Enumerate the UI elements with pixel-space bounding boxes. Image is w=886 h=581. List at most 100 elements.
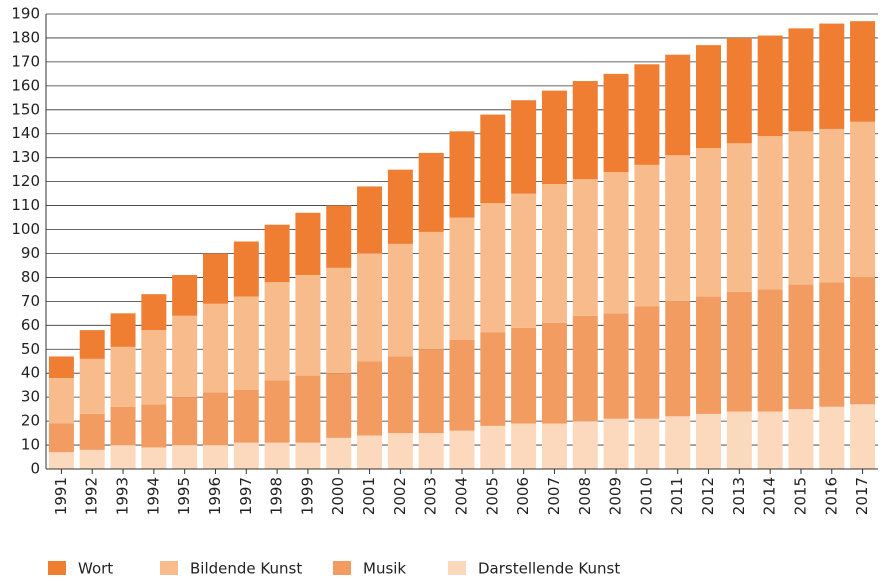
bar-segment: [295, 375, 321, 443]
bar-segment: [141, 330, 167, 405]
y-tick-label: 140: [11, 124, 40, 142]
bar-segment: [79, 413, 105, 450]
x-tick-label: 2009: [607, 477, 625, 515]
bar-segment: [665, 54, 691, 156]
bar-segment: [819, 406, 845, 469]
bar-segment: [264, 282, 290, 381]
bar-segment: [79, 449, 105, 469]
bar-segment: [480, 332, 506, 426]
x-tick-label: 2016: [822, 477, 840, 515]
bar-segment: [326, 205, 352, 268]
legend-label: Bildende Kunst: [190, 560, 302, 578]
bar-segment: [603, 418, 629, 469]
bar-segment: [418, 349, 444, 434]
bar-segment: [634, 64, 660, 165]
x-tick-label: 2010: [637, 477, 655, 515]
bar-segment: [850, 277, 876, 405]
legend-swatch: [160, 561, 178, 575]
y-tick-label: 130: [11, 148, 40, 166]
x-tick-label: 1998: [268, 477, 286, 515]
y-tick-label: 50: [21, 340, 40, 358]
y-tick-label: 70: [21, 292, 40, 310]
bar-segment: [449, 430, 475, 469]
bar-segment: [541, 322, 567, 424]
bar-segment: [79, 358, 105, 414]
bar-segment: [850, 21, 876, 122]
legend-swatch: [48, 561, 66, 575]
y-tick-label: 80: [21, 268, 40, 286]
bar-segment: [788, 131, 814, 285]
bar-segment: [202, 303, 228, 393]
bar-segment: [326, 437, 352, 469]
bar-segment: [449, 339, 475, 431]
bar-segment: [541, 90, 567, 185]
x-tick-label: 2014: [761, 477, 779, 515]
y-tick-label: 10: [21, 436, 40, 454]
bar-segment: [603, 313, 629, 419]
bar-segment: [48, 356, 74, 378]
bar-segment: [603, 172, 629, 314]
legend-swatch: [333, 561, 351, 575]
bar-segment: [726, 411, 752, 469]
bar-segment: [480, 114, 506, 204]
bar-segment: [264, 442, 290, 469]
x-tick-label: 2011: [668, 477, 686, 515]
bar-segment: [757, 289, 783, 412]
y-tick-label: 150: [11, 100, 40, 118]
bar-segment: [511, 100, 537, 194]
bar-segment: [357, 361, 383, 436]
y-tick-label: 0: [30, 460, 40, 478]
legend-label: Darstellende Kunst: [478, 560, 620, 578]
bar-segment: [295, 212, 321, 276]
bar-segment: [357, 186, 383, 254]
bar-segment: [233, 296, 259, 390]
bar-segment: [726, 37, 752, 144]
bar-segment: [541, 184, 567, 323]
bar-segment: [757, 35, 783, 137]
bar-segment: [696, 413, 722, 469]
bar-segment: [110, 445, 136, 469]
x-tick-label: 2001: [360, 477, 378, 515]
bar-segment: [788, 284, 814, 410]
bar-segment: [665, 155, 691, 302]
bar-segment: [819, 128, 845, 283]
bar-segment: [172, 397, 198, 446]
bar-segment: [141, 294, 167, 331]
bar-segment: [541, 423, 567, 469]
x-tick-label: 1999: [298, 477, 316, 515]
bar-segment: [110, 406, 136, 446]
x-tick-label: 2005: [483, 477, 501, 515]
y-tick-label: 40: [21, 364, 40, 382]
x-tick-label: 2013: [730, 477, 748, 515]
legend-label: Musik: [363, 560, 406, 578]
bar-segment: [387, 169, 413, 244]
bar-segment: [357, 253, 383, 362]
y-tick-label: 60: [21, 316, 40, 334]
bar-segment: [357, 435, 383, 469]
bar-segment: [757, 136, 783, 290]
bar-segment: [418, 152, 444, 232]
y-tick-label: 160: [11, 76, 40, 94]
bar-segment: [326, 267, 352, 374]
bar-segment: [110, 313, 136, 347]
x-tick-label: 2000: [329, 477, 347, 515]
bar-segment: [511, 423, 537, 469]
bar-segment: [850, 121, 876, 278]
y-tick-label: 190: [11, 5, 40, 23]
bar-segment: [202, 445, 228, 469]
bar-segment: [172, 275, 198, 316]
bar-segment: [511, 327, 537, 424]
bar-segment: [233, 442, 259, 469]
x-tick-label: 2017: [853, 477, 871, 515]
bar-segment: [572, 81, 598, 180]
bar-segment: [264, 380, 290, 443]
bar-segment: [449, 217, 475, 340]
y-tick-label: 20: [21, 412, 40, 430]
bar-segment: [172, 445, 198, 469]
bar-segment: [264, 224, 290, 283]
x-tick-label: 1991: [52, 477, 70, 515]
x-tick-label: 2015: [791, 477, 809, 515]
bar-segment: [418, 231, 444, 350]
x-tick-label: 1996: [206, 477, 224, 515]
